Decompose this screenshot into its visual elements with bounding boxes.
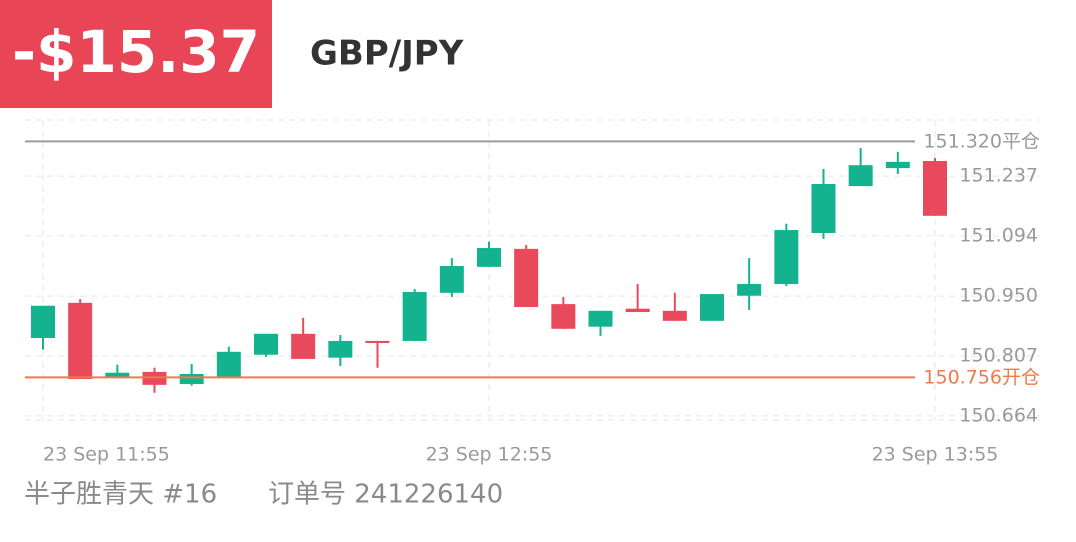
- candle-body: [700, 294, 724, 321]
- pnl: -$15.37: [12, 18, 260, 86]
- pnl-badge: [0, 0, 272, 108]
- candle-body: [737, 284, 762, 296]
- candle-body: [365, 340, 390, 344]
- candle-body: [291, 333, 316, 359]
- candle-body: [439, 266, 464, 293]
- y-tick-label: 150.950: [959, 285, 1038, 307]
- candle-body: [811, 184, 836, 233]
- candle-body: [68, 302, 93, 379]
- candle-body: [105, 372, 130, 378]
- y-tick-label: 150.664: [959, 404, 1038, 426]
- candle-body: [31, 305, 55, 338]
- x-tick-label: 23 Sep 12:55: [426, 444, 553, 466]
- reference-label: 151.320平仓: [923, 130, 1040, 152]
- candle-body: [885, 161, 910, 169]
- reference-text: 开仓: [1002, 366, 1040, 388]
- user: 半子胜青天 #16: [24, 480, 217, 510]
- candle-body: [142, 371, 167, 385]
- candle-body: [216, 351, 241, 378]
- candle-body: [848, 165, 873, 187]
- candle-body: [662, 310, 687, 321]
- symbol: GBP/JPY: [310, 34, 464, 74]
- candle-body: [588, 310, 613, 327]
- order: 订单号 241226140: [268, 480, 503, 510]
- x-tick-label: 23 Sep 13:55: [872, 444, 999, 466]
- candle-body: [551, 304, 576, 329]
- reference-label: 150.756开仓: [923, 366, 1040, 388]
- candle-body: [514, 248, 539, 308]
- candle-body: [328, 340, 353, 358]
- y-tick-label: 151.094: [959, 224, 1038, 246]
- reference-value: 151.320: [923, 130, 1002, 152]
- reference-text: 平仓: [1002, 130, 1040, 152]
- candle-body: [625, 308, 650, 313]
- candle-body: [254, 333, 278, 355]
- candle-body: [477, 248, 501, 267]
- reference-value: 150.756: [923, 366, 1002, 388]
- x-tick-label: 23 Sep 11:55: [43, 444, 170, 466]
- y-tick-label: 150.807: [959, 344, 1038, 366]
- candle-body: [774, 230, 799, 285]
- candle-body: [402, 291, 427, 341]
- candle-body: [923, 161, 947, 216]
- y-tick-label: 151.237: [959, 165, 1038, 187]
- candle-body: [179, 373, 204, 385]
